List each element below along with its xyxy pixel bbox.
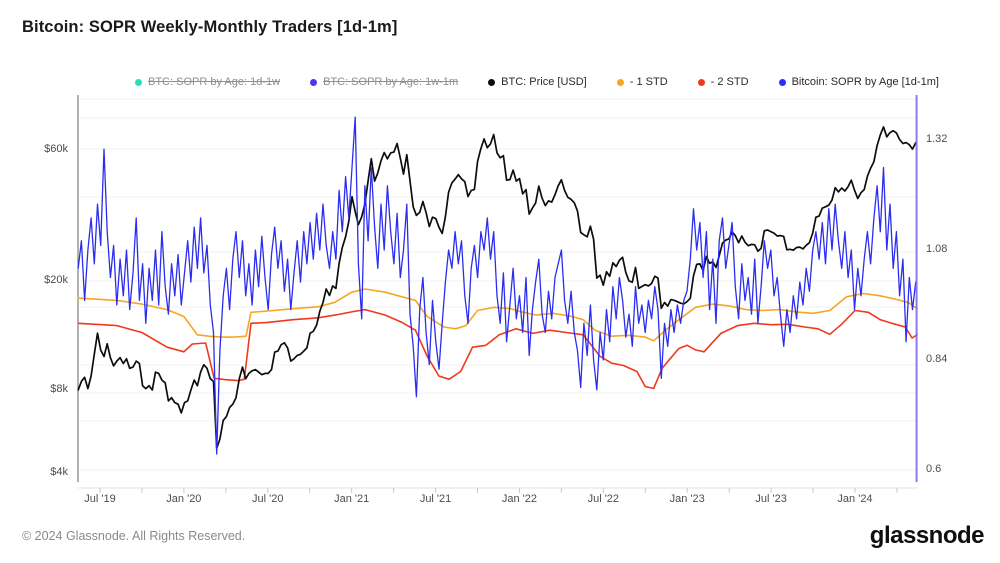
legend-dot-icon xyxy=(488,78,496,86)
page-title: Bitcoin: SOPR Weekly-Monthly Traders [1d… xyxy=(22,18,398,36)
x-tick-label: Jan '24 xyxy=(837,493,873,505)
y-right-tick-label: 0.6 xyxy=(926,463,942,475)
y-right-tick-label: 0.84 xyxy=(926,353,948,365)
y-left-tick-label: $60k xyxy=(44,143,68,156)
legend-item-label: BTC: Price [USD] xyxy=(501,76,587,88)
glassnode-logo: glassnode xyxy=(869,522,985,549)
legend-dot-icon xyxy=(616,78,624,86)
x-tick-label: Jul '19 xyxy=(84,493,116,505)
y-left-tick-label: $4k xyxy=(50,465,68,478)
btc-price-line xyxy=(77,126,917,450)
legend-item-0[interactable]: BTC: SOPR by Age: 1d-1w xyxy=(135,76,280,88)
legend: BTC: SOPR by Age: 1d-1w BTC: SOPR by Age:… xyxy=(135,76,939,88)
legend-dot-icon xyxy=(697,78,705,86)
minus-2-std-line xyxy=(77,308,918,390)
legend-item-label: - 1 STD xyxy=(629,76,668,88)
x-tick-label: Jan '23 xyxy=(669,493,705,505)
x-tick-label: Jul '21 xyxy=(419,493,452,505)
y-left-tick-label: $20k xyxy=(44,274,68,286)
copyright-text: © 2024 Glassnode. All Rights Reserved. xyxy=(22,529,246,543)
legend-item-4[interactable]: - 2 STD xyxy=(697,76,749,88)
legend-item-2[interactable]: BTC: Price [USD] xyxy=(488,76,587,88)
sopr-line xyxy=(77,116,917,455)
x-tick-label: Jul '22 xyxy=(587,493,620,505)
x-tick-label: Jan '21 xyxy=(334,493,370,505)
y-right-tick-label: 1.08 xyxy=(926,243,948,255)
x-tick-label: Jan '20 xyxy=(166,493,202,505)
x-tick-label: Jan '22 xyxy=(501,493,537,505)
legend-item-5[interactable]: Bitcoin: SOPR by Age [1d-1m] xyxy=(778,76,939,88)
y-right-tick-label: 1.32 xyxy=(926,133,948,145)
legend-dot-icon xyxy=(778,78,786,86)
legend-item-label: BTC: SOPR by Age: 1d-1w xyxy=(148,76,281,88)
x-tick-label: Jul '23 xyxy=(755,493,787,505)
legend-dot-icon xyxy=(310,78,318,86)
legend-item-label: BTC: SOPR by Age: 1w-1m xyxy=(323,76,459,88)
legend-item-label: Bitcoin: SOPR by Age [1d-1m] xyxy=(791,76,939,88)
legend-item-label: - 2 STD xyxy=(710,76,749,88)
legend-dot-icon xyxy=(135,78,142,86)
x-tick-label: Jul '20 xyxy=(252,493,284,505)
legend-item-1[interactable]: BTC: SOPR by Age: 1w-1m xyxy=(310,76,458,88)
y-left-tick-label: $8k xyxy=(50,383,68,396)
legend-item-3[interactable]: - 1 STD xyxy=(616,76,668,88)
